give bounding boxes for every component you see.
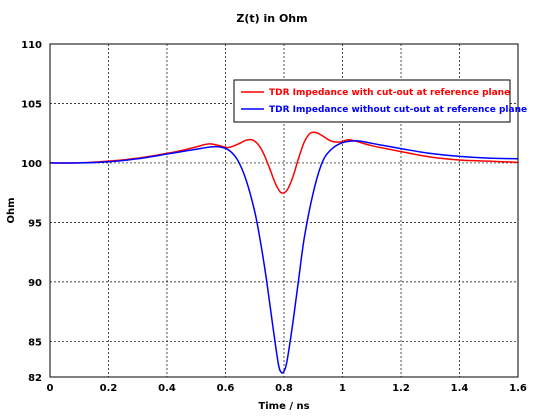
x-tick-label: 0	[47, 383, 54, 394]
grid	[50, 44, 518, 377]
legend-box	[233, 79, 511, 123]
series-layer	[49, 131, 519, 374]
y-tick-label: 100	[21, 159, 42, 170]
y-tick-label: 105	[21, 99, 42, 110]
y-tick-labels: 82 85 90 95 100 105 110	[21, 40, 42, 384]
legend-label-with-cutout: TDR Impedance with cut-out at reference …	[269, 88, 510, 98]
x-tick-label: 0.6	[217, 383, 235, 394]
x-tick-labels: 0 0.2 0.4 0.6 0.8 1 1.2 1.4 1.6	[47, 383, 527, 394]
chart-title: Z(t) in Ohm	[236, 12, 307, 25]
series-line-with-cutout	[49, 131, 519, 194]
x-tick-label: 1.4	[451, 383, 469, 394]
y-tick-label: 90	[28, 278, 42, 289]
plot-frame	[49, 43, 519, 378]
y-tick-label: 95	[28, 218, 42, 229]
x-tick-label: 1.2	[392, 383, 410, 394]
x-axis-label: Time / ns	[258, 401, 309, 412]
x-tick-label: 1	[339, 383, 346, 394]
y-tick-label: 110	[21, 40, 42, 51]
x-tick-label: 0.8	[275, 383, 293, 394]
x-tick-label: 0.4	[158, 383, 176, 394]
y-axis-label: Ohm	[6, 197, 17, 223]
x-tick-label: 1.6	[509, 383, 527, 394]
series-line-without-cutout	[49, 140, 519, 374]
legend: TDR Impedance with cut-out at reference …	[233, 79, 527, 123]
x-tick-label: 0.2	[100, 383, 118, 394]
y-tick-label: 82	[28, 373, 42, 384]
legend-label-without-cutout: TDR Impedance without cut-out at referen…	[269, 105, 527, 115]
y-tick-label: 85	[28, 337, 42, 348]
